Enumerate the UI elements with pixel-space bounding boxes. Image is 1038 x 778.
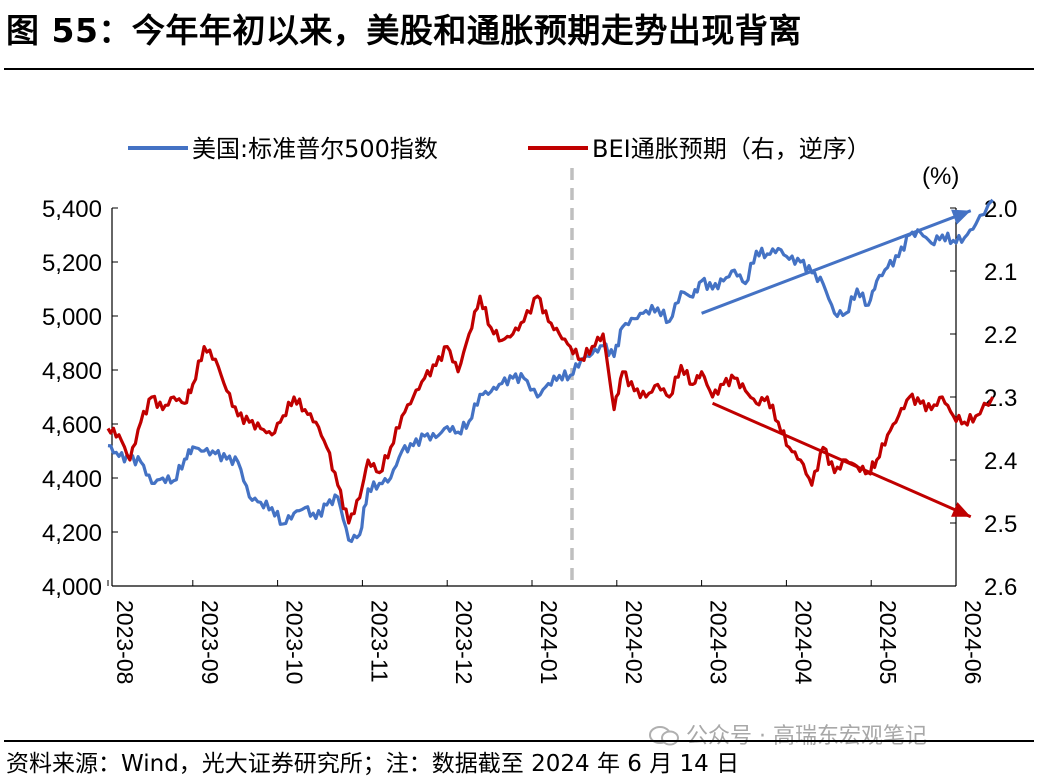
left-tick-label: 4,000: [42, 574, 102, 601]
legend-label-spx: 美国:标准普尔500指数: [192, 135, 438, 163]
right-tick-label: 2.5: [984, 511, 1017, 538]
right-axis-unit: (%): [922, 163, 959, 190]
right-tick-label: 2.3: [984, 385, 1017, 412]
left-tick-label: 5,200: [42, 250, 102, 277]
plot-area: 4,000 4,200 4,400 4,600 4,800 5,000 5,200 5,400…: [42, 168, 1017, 685]
x-tick-label: 2024-06: [960, 600, 986, 684]
x-tick-label: 2023-12: [451, 600, 477, 684]
chart: 美国:标准普尔500指数 BEI通胀预期（右，逆序） (%) 4,000 4,20…: [42, 135, 1017, 685]
source-note: 资料来源：Wind，光大证券研究所；注：数据截至 2024 年 6 月 14 日: [6, 751, 740, 777]
x-tick-label: 2024-03: [706, 600, 732, 684]
watermark-text: 公众号 · 高瑞东宏观笔记: [686, 724, 927, 749]
right-tick-label: 2.4: [984, 448, 1017, 475]
watermark: 公众号 · 高瑞东宏观笔记: [648, 718, 927, 750]
left-tick-label: 4,200: [42, 520, 102, 547]
legend-label-bei: BEI通胀预期（右，逆序）: [592, 135, 871, 163]
legend: 美国:标准普尔500指数 BEI通胀预期（右，逆序）: [128, 135, 871, 163]
left-tick-label: 4,600: [42, 412, 102, 439]
right-tick-label: 2.6: [984, 574, 1017, 601]
footer-rule: [4, 740, 1034, 742]
x-tick-label: 2023-09: [197, 600, 223, 684]
page-title: 图 55：今年年初以来，美股和通胀预期走势出现背离: [6, 11, 802, 50]
x-tick-label: 2023-10: [282, 600, 308, 684]
left-tick-label: 4,400: [42, 466, 102, 493]
trend-arrow-spx: [701, 209, 972, 315]
x-tick-label: 2023-08: [112, 600, 138, 684]
left-tick-label: 5,000: [42, 304, 102, 331]
left-tick-label: 5,400: [42, 196, 102, 223]
trend-arrow-bei: [711, 401, 972, 519]
series-line-bei: [106, 294, 995, 525]
left-tick-label: 4,800: [42, 358, 102, 385]
x-tick-label: 2024-05: [875, 600, 901, 684]
x-tick-label: 2023-11: [366, 600, 392, 683]
x-tick-label: 2024-04: [790, 600, 816, 685]
right-tick-label: 2.2: [984, 322, 1017, 349]
x-tick-label: 2024-02: [621, 600, 647, 684]
right-tick-label: 2.0: [984, 196, 1017, 223]
right-tick-label: 2.1: [984, 259, 1017, 286]
series-line-spx: [107, 198, 994, 543]
title-rule: [4, 68, 1034, 70]
x-tick-label: 2024-01: [536, 600, 562, 684]
trend-arrowhead-spx: [951, 209, 971, 225]
trend-arrowhead-bei: [951, 502, 971, 517]
